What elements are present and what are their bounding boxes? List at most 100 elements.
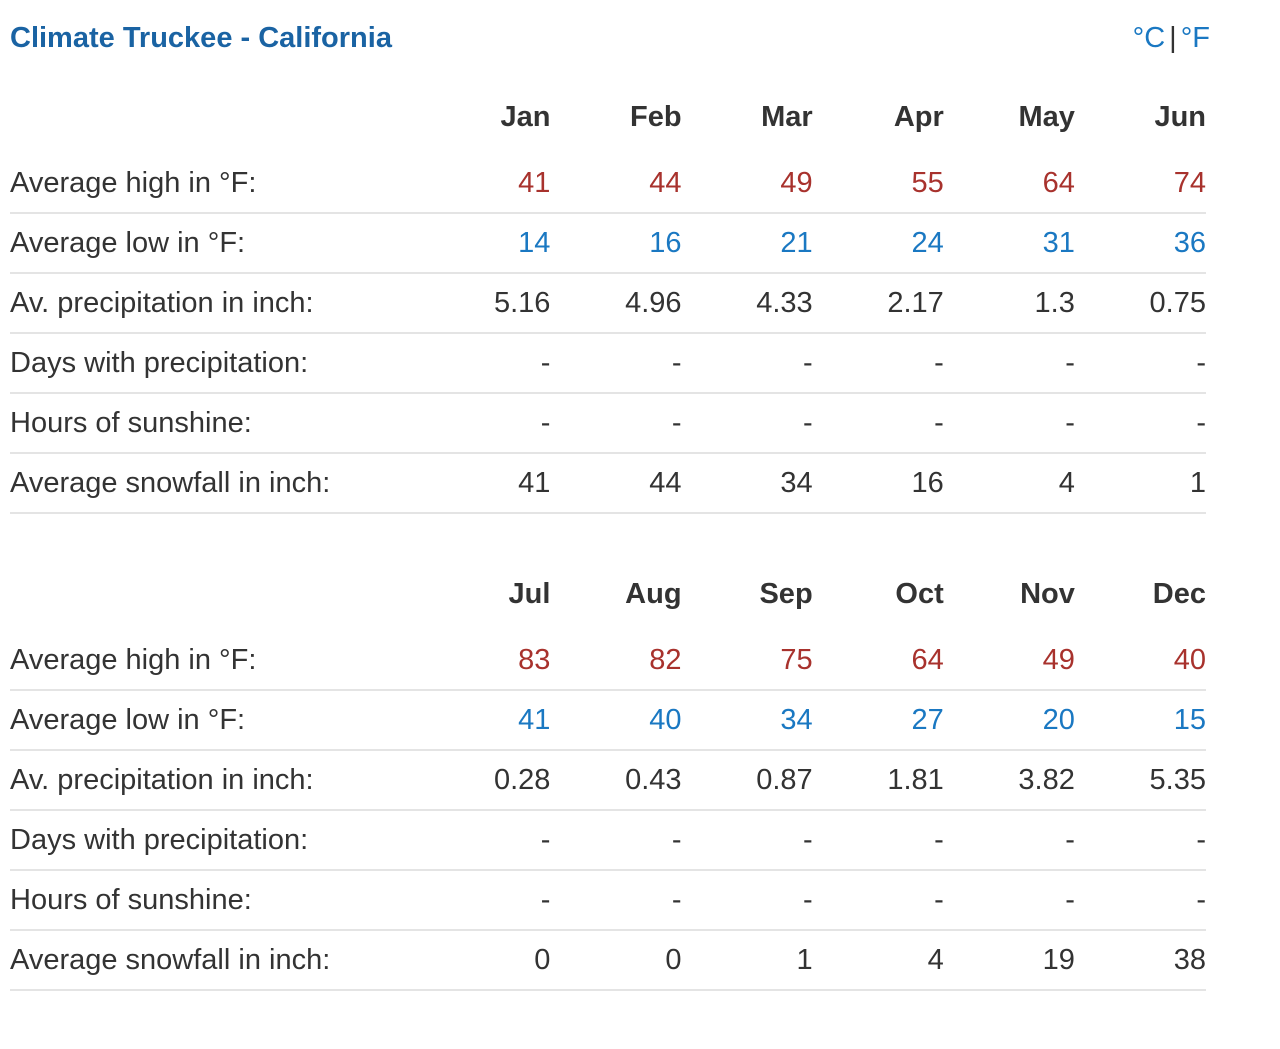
snowfall-row: Average snowfall in inch: 41 44 34 16 4 … (10, 453, 1206, 514)
celsius-link[interactable]: °C (1132, 22, 1166, 54)
average-low-value: 34 (681, 690, 813, 751)
header: Climate Truckee - California °C | °F (10, 18, 1210, 62)
row-label-days-precipitation: Days with precipitation: (10, 333, 431, 394)
snowfall-value: 0 (430, 930, 551, 991)
sunshine-value: - (430, 393, 551, 454)
snowfall-value: 1 (1074, 453, 1206, 514)
climate-table-jan-jun: Jan Feb Mar Apr May Jun Average high in … (10, 80, 1206, 514)
average-high-value: 49 (681, 154, 813, 214)
average-low-value: 31 (943, 213, 1075, 274)
sunshine-value: - (430, 870, 551, 931)
average-low-row: Average low in °F: 14 16 21 24 31 36 (10, 213, 1206, 274)
sunshine-value: - (812, 870, 944, 931)
month-header: Mar (761, 100, 813, 133)
precipitation-value: 0.43 (550, 750, 682, 811)
sunshine-value: - (681, 393, 813, 454)
fahrenheit-link[interactable]: °F (1180, 22, 1210, 54)
snowfall-value: 1 (681, 930, 813, 991)
row-label-precipitation: Av. precipitation in inch: (10, 750, 431, 811)
days-precipitation-value: - (812, 333, 944, 394)
row-label-sunshine: Hours of sunshine: (10, 870, 431, 931)
days-precipitation-value: - (943, 333, 1075, 394)
sunshine-row: Hours of sunshine: - - - - - - (10, 870, 1206, 931)
precipitation-value: 0.87 (681, 750, 813, 811)
days-precipitation-value: - (1074, 810, 1206, 871)
precipitation-value: 2.17 (812, 273, 944, 334)
precipitation-value: 4.33 (681, 273, 813, 334)
average-high-value: 74 (1074, 154, 1206, 214)
month-header-row: Jan Feb Mar Apr May Jun (10, 80, 1206, 154)
precipitation-value: 1.81 (812, 750, 944, 811)
days-precipitation-value: - (430, 810, 551, 871)
row-label-average-high: Average high in °F: (10, 631, 431, 691)
precipitation-value: 5.35 (1074, 750, 1206, 811)
days-precipitation-value: - (550, 333, 682, 394)
days-precipitation-row: Days with precipitation: - - - - - - (10, 333, 1206, 394)
snowfall-value: 4 (943, 453, 1075, 514)
days-precipitation-value: - (681, 333, 813, 394)
precipitation-value: 0.28 (430, 750, 551, 811)
month-header: Aug (625, 577, 682, 610)
row-label-average-high: Average high in °F: (10, 154, 431, 214)
sunshine-value: - (943, 393, 1075, 454)
month-header: Apr (893, 100, 944, 133)
row-label-sunshine: Hours of sunshine: (10, 393, 431, 454)
sunshine-row: Hours of sunshine: - - - - - - (10, 393, 1206, 454)
month-header: Oct (895, 577, 944, 610)
month-header: Sep (759, 577, 813, 610)
month-header: Jun (1154, 100, 1206, 133)
sunshine-value: - (550, 870, 682, 931)
days-precipitation-value: - (430, 333, 551, 394)
average-high-value: 64 (812, 631, 944, 691)
average-high-value: 55 (812, 154, 944, 214)
unit-switch: °C | °F (1133, 18, 1210, 58)
page-title: Climate Truckee - California (10, 22, 392, 54)
average-high-value: 41 (430, 154, 551, 214)
average-high-value: 82 (550, 631, 682, 691)
snowfall-value: 16 (812, 453, 944, 514)
sunshine-value: - (943, 870, 1075, 931)
average-low-value: 41 (430, 690, 551, 751)
sunshine-value: - (1074, 870, 1206, 931)
average-low-row: Average low in °F: 41 40 34 27 20 15 (10, 690, 1206, 751)
row-label-precipitation: Av. precipitation in inch: (10, 273, 431, 334)
average-low-value: 40 (550, 690, 682, 751)
days-precipitation-value: - (812, 810, 944, 871)
days-precipitation-value: - (681, 810, 813, 871)
days-precipitation-value: - (1074, 333, 1206, 394)
precipitation-row: Av. precipitation in inch: 5.16 4.96 4.3… (10, 273, 1206, 334)
month-header: Nov (1020, 577, 1075, 610)
average-high-value: 49 (943, 631, 1075, 691)
row-label-snowfall: Average snowfall in inch: (10, 453, 431, 514)
average-low-value: 21 (681, 213, 813, 274)
days-precipitation-value: - (550, 810, 682, 871)
average-high-value: 40 (1074, 631, 1206, 691)
snowfall-value: 41 (430, 453, 551, 514)
average-low-value: 24 (812, 213, 944, 274)
average-high-value: 75 (681, 631, 813, 691)
precipitation-value: 5.16 (430, 273, 551, 334)
average-low-value: 36 (1074, 213, 1206, 274)
month-header-row: Jul Aug Sep Oct Nov Dec (10, 557, 1206, 631)
row-label-average-low: Average low in °F: (10, 213, 431, 274)
average-low-value: 20 (943, 690, 1075, 751)
average-high-value: 83 (430, 631, 551, 691)
precipitation-value: 4.96 (550, 273, 682, 334)
header-blank (10, 80, 430, 154)
precipitation-value: 0.75 (1074, 273, 1206, 334)
month-header: Dec (1152, 577, 1206, 610)
snowfall-value: 4 (812, 930, 944, 991)
snowfall-value: 19 (943, 930, 1075, 991)
average-high-row: Average high in °F: 83 82 75 64 49 40 (10, 631, 1206, 691)
sunshine-value: - (812, 393, 944, 454)
month-header: May (1018, 100, 1075, 133)
sunshine-value: - (681, 870, 813, 931)
unit-separator: | (1169, 22, 1177, 54)
header-blank (10, 557, 430, 631)
average-low-value: 15 (1074, 690, 1206, 751)
row-label-days-precipitation: Days with precipitation: (10, 810, 431, 871)
average-high-row: Average high in °F: 41 44 49 55 64 74 (10, 154, 1206, 214)
precipitation-value: 1.3 (943, 273, 1075, 334)
precipitation-value: 3.82 (943, 750, 1075, 811)
